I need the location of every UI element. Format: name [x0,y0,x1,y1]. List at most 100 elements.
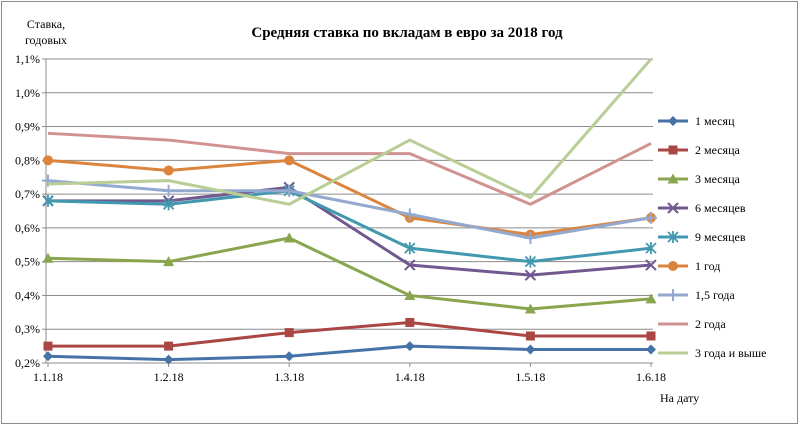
legend-item: 1 месяц [658,114,735,128]
data-point [42,194,54,207]
legend-item: 1,5 года [658,288,735,302]
legend-label: 9 месяцев [695,230,746,244]
data-point [645,293,657,304]
y-tick-label: 0,4% [15,288,40,302]
data-point [524,232,537,245]
data-point [525,331,535,341]
data-point [162,184,175,197]
legend-marker [668,145,678,155]
data-point [283,232,295,243]
y-tick-label: 0,8% [15,153,40,167]
marker-stroke [645,259,657,271]
data-point [645,242,657,255]
series-line [47,236,652,311]
x-tick-label: 1.2.18 [154,370,184,384]
legend-item: 1 год [658,259,720,273]
legend-label: 2 месяца [695,143,740,157]
y-tick-label: 0,6% [15,221,40,235]
y-tick-label: 0,3% [15,322,40,336]
y-tick-label: 1,1% [15,52,40,66]
legend: 1 месяц 2 месяца 3 месяца 6 месяцев 9 месяце… [658,114,766,360]
legend-label: 3 месяца [695,172,740,186]
chart-title: Средняя ставка по вкладам в евро за 2018… [251,25,563,41]
legend-label: 3 года и выше [695,346,766,360]
data-point [42,174,54,187]
data-point [404,259,416,271]
series-line [47,189,652,264]
data-point [524,269,537,281]
data-point [162,198,175,211]
x-tick-label: 1.3.18 [274,370,304,384]
legend-marker [667,289,679,301]
data-point [284,155,295,166]
data-point [43,155,53,166]
legend-label: 1 год [695,259,720,273]
data-point [284,351,295,362]
series-line [48,185,652,277]
y-axis-label-line-1: Ставка, [27,17,65,31]
legend-item: 3 года и выше [658,346,766,360]
data-point [524,303,536,314]
series-line [48,320,651,348]
series-line [47,131,652,206]
data-point [404,341,415,352]
grid-lines [42,58,653,364]
legend-marker [668,261,678,271]
data-point [403,208,416,221]
legend-marker [667,202,679,214]
y-tick-label: 0,7% [15,187,40,201]
series-1 [43,341,656,365]
data-point [42,252,54,263]
data-point [405,317,415,327]
legend-label: 1,5 года [695,288,735,302]
series-7 [42,174,657,245]
data-point [164,341,174,351]
data-point [525,344,536,355]
axes [45,59,653,367]
legend-item: 9 месяцев [658,230,746,244]
y-tick-label: 1,0% [15,86,40,100]
marker-stroke [667,202,679,214]
series-line [47,58,653,206]
legend-marker [668,116,678,126]
data-point [524,255,537,268]
legend-marker [667,231,679,243]
series-group [42,58,657,365]
series-line [47,179,652,240]
x-tick-label: 1.1.18 [33,370,63,384]
series-line [47,158,652,237]
x-tick-label: 1.6.18 [636,370,666,384]
data-point [163,354,174,365]
data-point [163,165,174,176]
data-point [163,256,175,267]
data-point [645,211,657,224]
data-point [646,331,656,341]
marker-stroke [404,259,416,271]
x-axis-label: На дату [660,391,699,405]
series-9 [47,58,653,206]
data-point [645,259,657,271]
series-8 [47,131,652,206]
y-tick-label: 0,9% [15,120,40,134]
marker-stroke [524,269,537,281]
legend-marker [667,173,679,184]
legend-item: 6 месяцев [658,201,746,215]
legend-label: 6 месяцев [695,201,746,215]
legend-label: 1 месяц [695,114,735,128]
data-point [404,242,416,255]
y-axis-label-line-2: годовых [25,33,67,47]
data-point [43,341,53,351]
y-tick-label: 0,2% [15,356,40,370]
x-tick-label: 1.5.18 [515,370,545,384]
x-tick-labels: 1.1.18 1.2.18 1.3.18 1.4.18 1.5.18 1.6.18 [33,370,666,384]
legend-label: 2 года [695,317,726,331]
data-point [284,328,294,338]
x-tick-label: 1.4.18 [395,370,425,384]
series-3 [42,232,657,314]
y-tick-label: 0,5% [15,255,40,269]
data-point [283,184,296,197]
legend-item: 3 месяца [658,172,740,186]
data-point [404,289,416,300]
